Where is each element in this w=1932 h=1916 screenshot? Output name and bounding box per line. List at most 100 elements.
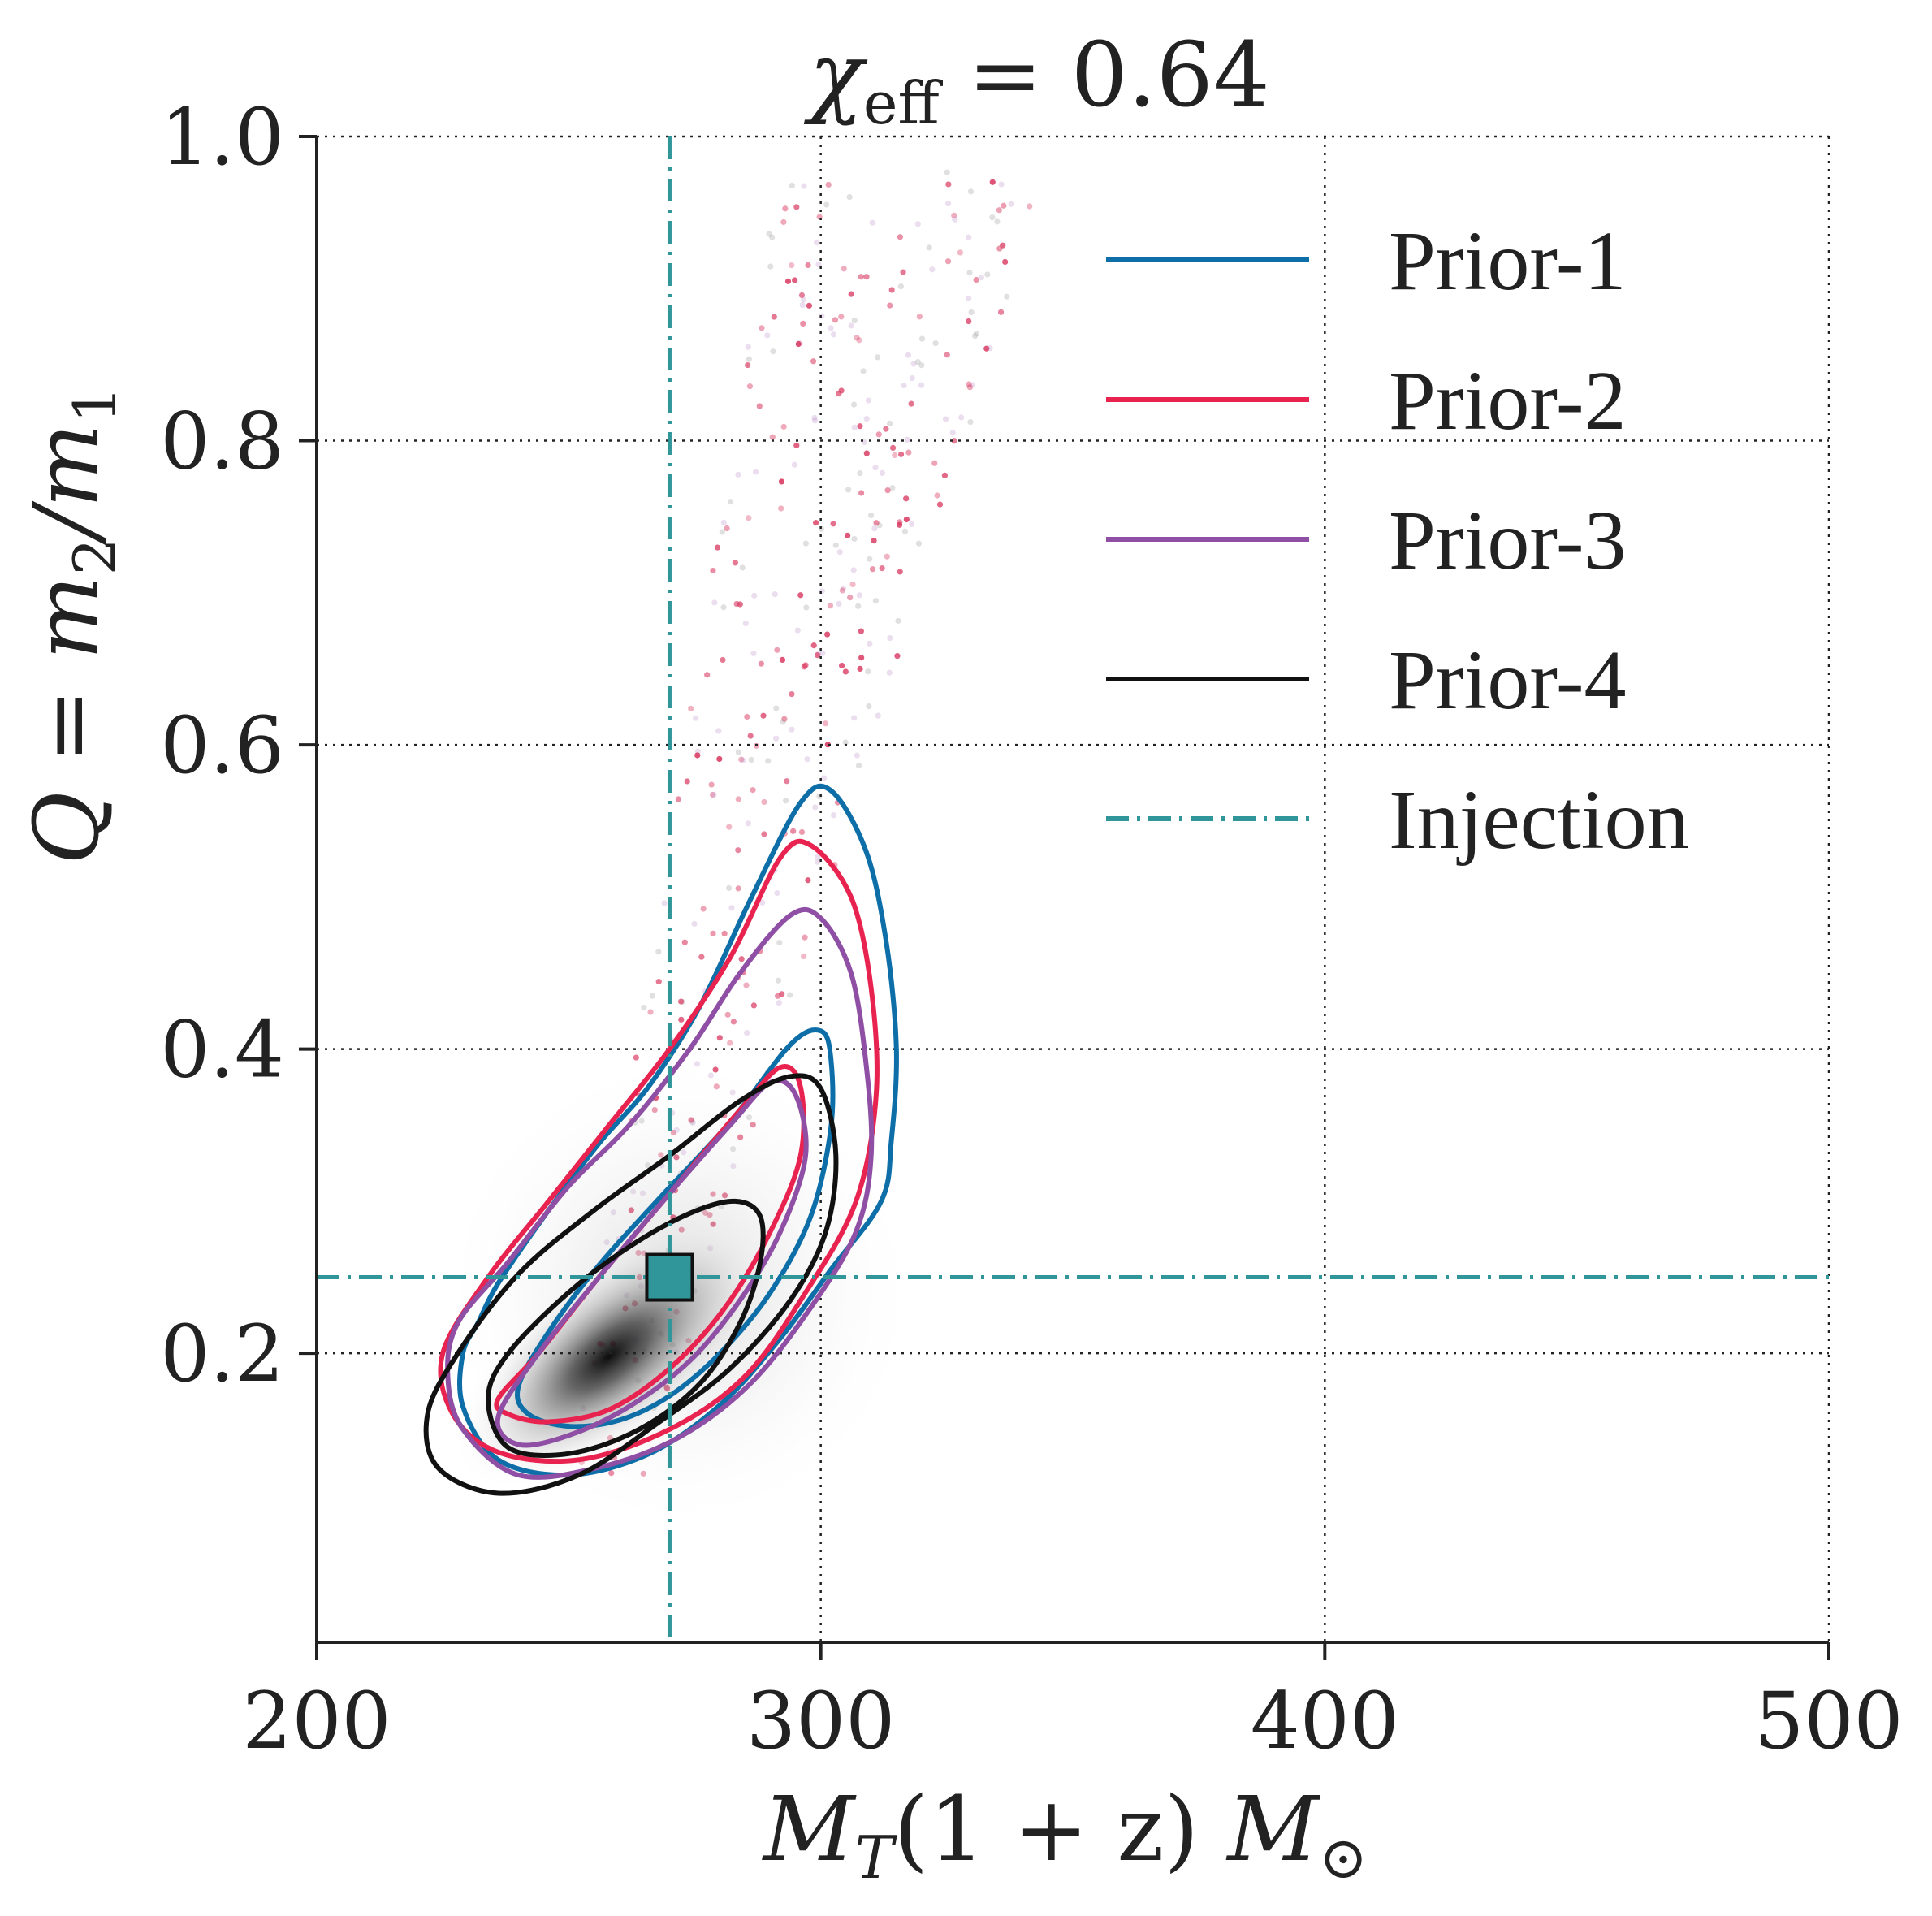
scatter-point — [848, 291, 854, 297]
scatter-point — [966, 381, 972, 387]
scatter-point — [735, 796, 741, 802]
scatter-point — [649, 993, 655, 999]
scatter-point — [1004, 293, 1010, 300]
scatter-point — [778, 505, 784, 512]
scatter-point — [720, 604, 727, 611]
scatter-point — [716, 755, 723, 763]
scatter-point — [694, 752, 701, 759]
scatter-point — [942, 416, 949, 422]
scatter-point — [1008, 201, 1014, 207]
scatter-point — [805, 877, 811, 884]
scatter-point — [828, 325, 834, 331]
scatter-point — [932, 340, 939, 347]
scatter-point — [811, 417, 819, 424]
scatter-point — [968, 309, 975, 316]
scatter-point — [681, 939, 688, 945]
scatter-point — [771, 314, 777, 320]
scatter-point — [740, 757, 746, 763]
scatter-point — [759, 325, 765, 331]
scatter-point — [780, 218, 787, 226]
scatter-point — [887, 420, 893, 426]
scatter-point — [830, 331, 837, 338]
scatter-point — [726, 884, 733, 892]
scatter-point — [909, 375, 915, 382]
scatter-point — [746, 383, 754, 390]
contour-prior-2-outer — [438, 838, 880, 1464]
contour-prior-3-inner — [495, 1078, 809, 1448]
scatter-point — [735, 885, 741, 892]
scatter-point — [728, 905, 735, 911]
scatter-point — [675, 796, 682, 802]
scatter-point — [931, 460, 938, 466]
scatter-point — [775, 977, 782, 984]
scatter-point — [879, 565, 885, 572]
scatter-point — [776, 1000, 782, 1006]
scatter-point — [750, 650, 757, 657]
scatter-point — [688, 705, 694, 712]
ylabel-b-sub: 1 — [61, 386, 129, 423]
title-symbol: χ — [803, 23, 868, 127]
scatter-point — [815, 854, 821, 860]
scatter-point — [758, 660, 764, 667]
scatter-point — [727, 1040, 733, 1046]
scatter-point — [978, 274, 984, 281]
scatter-point — [892, 452, 898, 459]
scatter-point — [838, 662, 845, 669]
scatter-point — [693, 715, 699, 721]
scatter-point — [857, 423, 863, 430]
scatter-point — [905, 449, 912, 456]
scatter-point — [856, 763, 862, 769]
scatter-point — [750, 786, 756, 794]
xlabel-c-sub: ⊙ — [1319, 1823, 1368, 1892]
y-tick-label: 1.0 — [160, 92, 284, 183]
title-subscript: eff — [863, 69, 944, 137]
scatter-point — [726, 824, 733, 830]
scatter-point — [711, 791, 717, 798]
scatter-point — [871, 525, 878, 532]
scatter-point — [779, 991, 785, 997]
scatter-point — [691, 920, 698, 928]
scatter-point — [721, 930, 728, 936]
scatter-point — [973, 276, 979, 283]
scatter-point — [815, 262, 822, 268]
scatter-point — [914, 359, 921, 365]
scatter-point — [889, 444, 897, 451]
scatter-point — [884, 553, 890, 560]
scatter-point — [800, 320, 806, 327]
scatter-point — [704, 672, 711, 678]
scatter-point — [823, 201, 830, 208]
scatter-point — [858, 490, 865, 496]
scatter-point — [905, 352, 912, 358]
scatter-point — [1000, 242, 1006, 249]
scatter-point — [832, 317, 839, 323]
scatter-point — [724, 525, 730, 532]
scatter-point — [944, 201, 952, 207]
scatter-point — [824, 631, 831, 638]
scatter-point — [744, 361, 751, 369]
x-tick-label: 400 — [1251, 1676, 1399, 1767]
scatter-point — [780, 423, 787, 430]
scatter-point — [879, 469, 885, 476]
scatter-point — [855, 603, 862, 609]
scatter-point — [867, 556, 873, 562]
scatter-point — [743, 982, 750, 988]
y-tick-label: 0.4 — [160, 1005, 284, 1096]
scatter-point — [806, 302, 813, 309]
scatter-point — [896, 521, 903, 528]
injection-marker — [645, 1252, 694, 1302]
legend: Prior-1 Prior-2 Prior-3 Prior-4 Injection — [1106, 214, 1689, 867]
scatter-point — [720, 519, 727, 525]
scatter-point — [819, 650, 826, 656]
scatter-point — [716, 1035, 723, 1041]
scatter-point — [792, 277, 798, 283]
scatter-point — [770, 348, 776, 355]
scatter-point — [851, 424, 858, 430]
scatter-point — [842, 739, 849, 746]
injection-lines — [317, 136, 1829, 1642]
scatter-point — [851, 715, 858, 721]
scatter-point — [887, 302, 893, 309]
scatter-point — [966, 318, 972, 325]
scatter-point — [766, 231, 772, 237]
scatter-point — [845, 487, 852, 493]
